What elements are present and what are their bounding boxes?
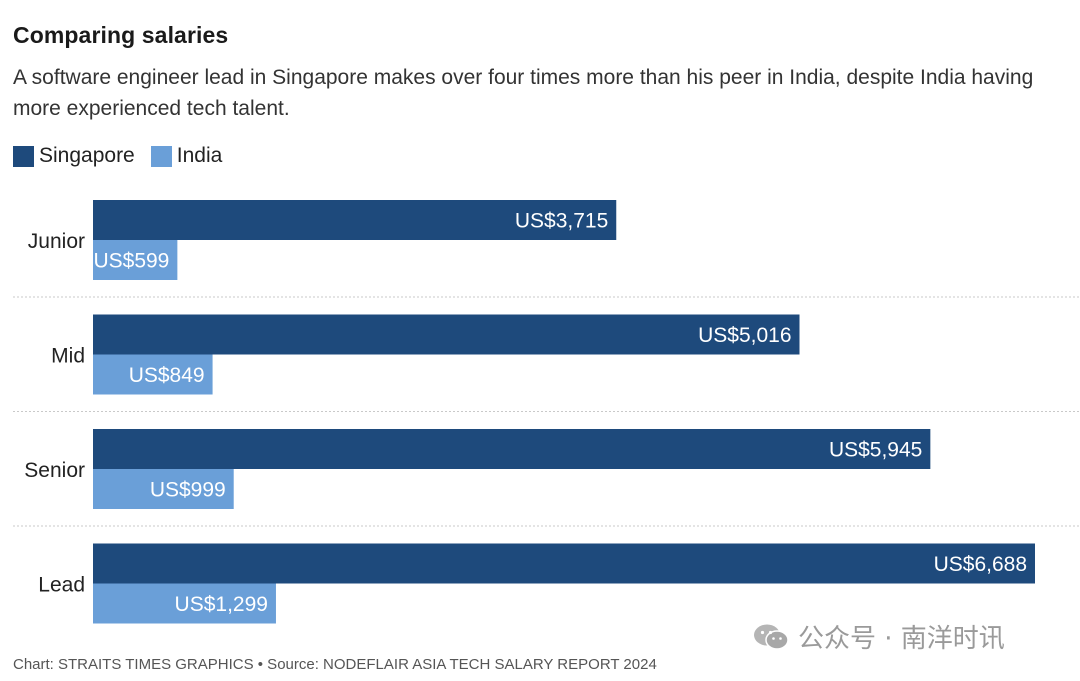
legend-label-singapore: Singapore: [39, 144, 135, 167]
category-label-lead: Lead: [38, 574, 85, 597]
data-label-singapore-mid: US$5,016: [698, 324, 791, 347]
data-label-india-lead: US$1,299: [175, 593, 268, 616]
legend: Singapore India: [13, 144, 238, 168]
wechat-icon: [754, 624, 789, 650]
bar-india-junior: [93, 240, 178, 280]
legend-item-singapore: Singapore: [13, 144, 135, 168]
data-label-singapore-junior: US$3,715: [515, 210, 608, 233]
watermark-text: 公众号 · 南洋时讯: [798, 624, 1005, 654]
bar-singapore-mid: [93, 314, 800, 355]
bar-singapore-senior: [93, 429, 931, 469]
legend-swatch-india: [150, 145, 172, 167]
watermark: 公众号 · 南洋时讯: [752, 618, 1005, 655]
data-label-india-junior: US$599: [93, 250, 169, 273]
chart-title: Comparing salaries: [13, 22, 229, 48]
category-label-senior: Senior: [24, 459, 85, 482]
legend-label-india: India: [176, 144, 223, 167]
legend-swatch-singapore: [13, 145, 34, 167]
bar-india-lead: [93, 583, 276, 624]
data-label-singapore-lead: US$6,688: [934, 553, 1027, 576]
data-label-india-senior: US$999: [150, 479, 226, 502]
category-label-junior: Junior: [28, 230, 85, 253]
category-label-mid: Mid: [51, 345, 85, 368]
chart-subtitle: A software engineer lead in Singapore ma…: [13, 66, 1034, 120]
data-label-singapore-senior: US$5,945: [829, 439, 922, 462]
bar-singapore-lead: [93, 543, 1035, 584]
bar-india-mid: [93, 354, 213, 395]
bar-india-senior: [93, 469, 234, 509]
bar-singapore-junior: [93, 200, 617, 240]
legend-item-india: India: [150, 144, 223, 168]
bar-chart: Junior US$3,715 US$599 Mid US$5,016 US$849 Sen…: [13, 200, 1080, 624]
data-label-india-mid: US$849: [129, 364, 205, 387]
chart-source-footer: Chart: STRAITS TIMES GRAPHICS • Source: …: [13, 656, 657, 673]
